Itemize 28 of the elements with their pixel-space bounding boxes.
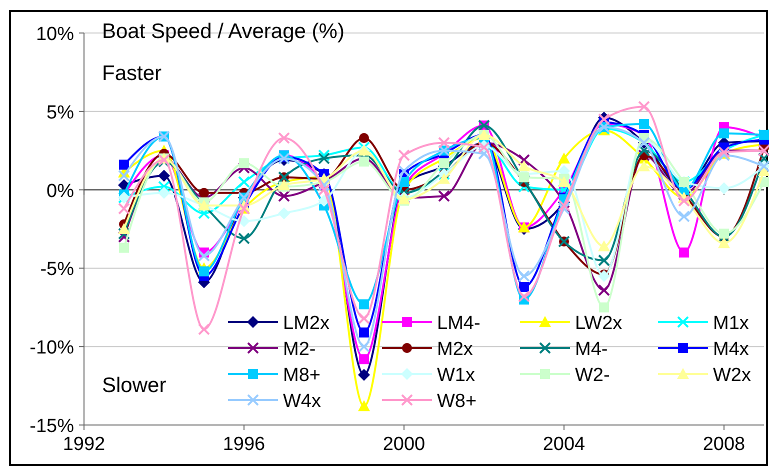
legend-label: W2- bbox=[575, 365, 610, 386]
legend-label: W2x bbox=[713, 365, 752, 386]
x-tick-label: 1992 bbox=[62, 434, 106, 455]
chart-title: Boat Speed / Average (%) bbox=[102, 20, 344, 43]
legend-label: LW2x bbox=[575, 313, 623, 334]
legend-label: W4x bbox=[283, 391, 322, 412]
x-tick-label: 2000 bbox=[382, 434, 426, 455]
y-tick-label: -5% bbox=[40, 259, 74, 280]
legend-label: LM2x bbox=[283, 313, 330, 334]
annotation: Faster bbox=[102, 62, 162, 85]
x-tick-label: 2004 bbox=[542, 434, 586, 455]
legend-label: M2- bbox=[283, 339, 316, 360]
legend-label: M2x bbox=[437, 339, 474, 360]
x-tick-label: 1996 bbox=[222, 434, 266, 455]
x-tick-label: 2008 bbox=[702, 434, 746, 455]
legend-label: M8+ bbox=[283, 365, 320, 386]
legend-label: W1x bbox=[437, 365, 476, 386]
y-tick-label: 10% bbox=[36, 24, 74, 45]
legend-label: LM4- bbox=[437, 313, 480, 334]
legend-label: M1x bbox=[713, 313, 750, 334]
y-tick-label: 5% bbox=[46, 102, 74, 124]
legend-label: W8+ bbox=[437, 391, 477, 412]
y-tick-label: -15% bbox=[30, 416, 74, 437]
y-tick-label: 0% bbox=[46, 180, 74, 202]
legend-label: M4x bbox=[713, 339, 750, 360]
legend-label: M4- bbox=[575, 339, 608, 360]
annotation: Slower bbox=[102, 374, 166, 397]
y-tick-label: -10% bbox=[30, 338, 74, 359]
